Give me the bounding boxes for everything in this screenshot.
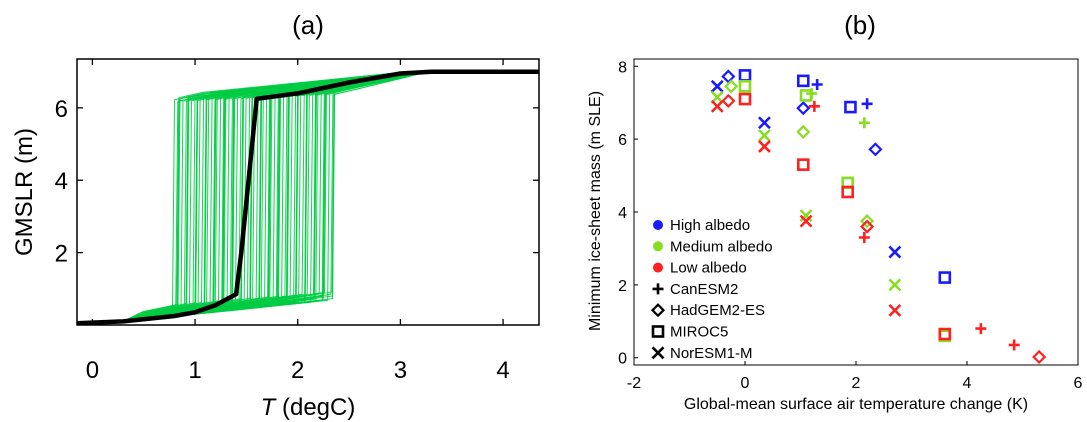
data-point-square [841, 185, 854, 199]
data-point-x [799, 209, 813, 223]
legend-marker-dot [653, 220, 663, 230]
data-point-plus [858, 232, 870, 243]
data-point-square [796, 158, 810, 171]
legend-label: HadGEM2-ES [670, 302, 765, 319]
data-point-x [710, 99, 724, 113]
data-point-diamond [860, 219, 875, 234]
y-tick-label: 8 [618, 59, 627, 76]
panel-b-y-axis-label: Minimum ice-sheet mass (m SLE) [587, 91, 604, 331]
panel-b-x-axis-label: Global-mean surface air temperature chan… [684, 396, 1028, 413]
panel-a-x-axis-label: T (degC) [261, 394, 356, 421]
data-point-diamond [724, 79, 739, 94]
panel-a-y-axis-label: GMSLR (m) [11, 128, 38, 256]
data-point-square [738, 80, 752, 93]
data-point-square [938, 271, 952, 284]
data-point-plus [858, 117, 870, 129]
x-tick-label: 3 [394, 357, 407, 384]
data-point-diamond [721, 69, 736, 84]
data-point-x [888, 278, 902, 292]
legend-label: MIROC5 [670, 324, 728, 341]
panel-b-legend: High albedo Medium albedo Low albedo CanESM… [650, 217, 773, 362]
y-tick-label: 2 [55, 241, 68, 268]
x-axis-label-symbol: T [261, 394, 278, 421]
data-point-square [844, 100, 857, 114]
y-tick-label: 2 [618, 278, 627, 295]
data-point-diamond [721, 93, 736, 108]
x-axis-label-unit: (degC) [275, 394, 355, 421]
panel-a-frame [76, 58, 540, 326]
data-point-plus [811, 79, 823, 90]
data-point-x [758, 140, 771, 153]
data-point-diamond [860, 214, 875, 229]
legend-marker-dot [653, 241, 663, 252]
data-point-square [796, 74, 810, 88]
y-tick-label: 0 [618, 351, 627, 368]
legend-marker-x [651, 346, 665, 360]
panel-b-points [710, 69, 1047, 365]
x-tick-label: 4 [963, 375, 972, 392]
x-tick-label: 2 [852, 375, 861, 392]
legend-marker-square [651, 325, 665, 338]
y-tick-label: 4 [618, 205, 627, 222]
data-point-square [738, 69, 752, 82]
legend-label: Low albedo [670, 260, 747, 277]
data-point-square [799, 89, 813, 102]
data-point-x [888, 245, 902, 259]
panel-a-plot-area [76, 69, 539, 326]
mean-line [76, 69, 539, 326]
x-tick-label: 2 [291, 357, 304, 384]
data-point-plus [975, 323, 987, 335]
legend-label: Medium albedo [670, 238, 773, 255]
x-tick-label: 0 [86, 357, 99, 384]
panel-a-ticks: 0 1 2 3 4 2 4 6 [55, 59, 539, 384]
panel-b-title: (b) [844, 10, 876, 40]
data-point-square [938, 327, 952, 341]
legend-marker-dot [653, 262, 663, 273]
x-tick-label: -2 [627, 375, 641, 392]
x-tick-label: 6 [1074, 375, 1083, 392]
legend-label: NorESM1-M [670, 345, 753, 362]
y-tick-label: 6 [618, 132, 627, 149]
x-tick-label: 4 [496, 357, 509, 384]
data-point-x [799, 214, 813, 228]
data-point-plus [1008, 339, 1020, 351]
legend-label: CanESM2 [670, 281, 738, 298]
x-tick-label: 1 [188, 357, 201, 384]
y-tick-label: 6 [55, 96, 68, 123]
data-point-plus [861, 98, 873, 110]
data-point-diamond [1032, 349, 1047, 365]
legend-marker-plus [652, 283, 664, 295]
panel-a: (a) 0 1 2 3 4 2 4 6 T (degC) GMSLR (m) [11, 10, 540, 421]
panel-a-title: (a) [292, 10, 324, 40]
data-point-x [888, 303, 902, 317]
x-tick-label: 0 [741, 375, 750, 392]
legend-marker-diamond [650, 303, 666, 318]
data-point-diamond [796, 101, 811, 116]
y-tick-label: 4 [55, 168, 68, 195]
data-point-x [758, 116, 771, 130]
data-point-diamond [868, 142, 883, 157]
data-point-x [710, 79, 724, 93]
data-point-diamond [796, 124, 811, 139]
data-point-x [758, 129, 771, 142]
ensemble-line [76, 71, 539, 325]
data-point-square [738, 92, 752, 106]
legend-label: High albedo [670, 217, 750, 234]
data-point-plus [808, 100, 820, 112]
